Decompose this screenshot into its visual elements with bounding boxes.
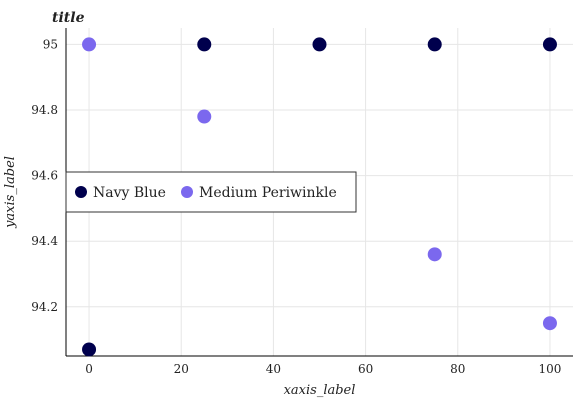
y-tick-label: 94.4	[31, 234, 58, 248]
x-tick-label: 0	[85, 362, 93, 376]
y-axis-title: yaxis_label	[3, 156, 18, 229]
x-tick-label: 100	[539, 362, 562, 376]
y-tick-label: 94.6	[31, 169, 58, 183]
x-tick-label: 40	[266, 362, 281, 376]
data-point-navy-blue	[427, 37, 442, 52]
data-point-medium-periwinkle	[197, 109, 212, 124]
data-point-navy-blue	[312, 37, 327, 52]
x-tick-label: 20	[174, 362, 189, 376]
x-axis-title: xaxis_label	[284, 383, 356, 398]
data-point-medium-periwinkle	[427, 247, 442, 262]
x-tick-label: 80	[450, 362, 465, 376]
y-tick-label: 94.2	[31, 300, 58, 314]
tick-labels: 0 20 40 60 80 100 94.2 94.4 94.6 94.8 95	[31, 37, 561, 376]
legend-marker-medium-periwinkle	[181, 186, 193, 198]
legend-marker-navy-blue	[75, 186, 87, 198]
y-tick-label: 95	[43, 37, 58, 51]
legend-box	[65, 171, 357, 213]
data-point-navy-blue	[197, 37, 212, 52]
data-point-medium-periwinkle	[82, 37, 97, 52]
data-point-navy-blue	[82, 342, 97, 357]
chart-title: title	[52, 10, 85, 26]
data-point-medium-periwinkle	[542, 316, 557, 331]
legend-label-medium-periwinkle: Medium Periwinkle	[199, 185, 337, 201]
legend: Navy Blue Medium Periwinkle	[65, 171, 357, 213]
x-tick-label: 60	[358, 362, 373, 376]
y-tick-label: 94.8	[31, 103, 58, 117]
legend-label-navy-blue: Navy Blue	[93, 185, 166, 201]
data-point-navy-blue	[542, 37, 557, 52]
